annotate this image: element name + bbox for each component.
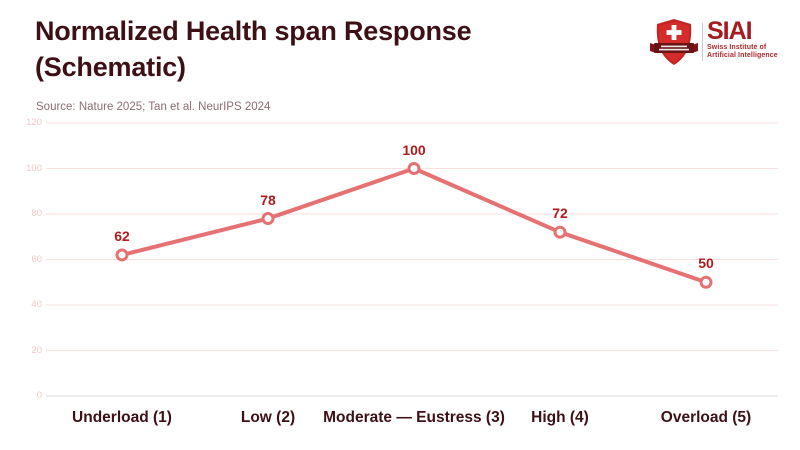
logo-subtitle-line1: Swiss Institute of bbox=[707, 44, 767, 51]
x-axis-category-label: Moderate — Eustress (3) bbox=[323, 409, 505, 426]
logo-divider bbox=[702, 23, 703, 61]
y-axis-tick-label: 20 bbox=[31, 344, 42, 356]
y-axis-tick-label: 80 bbox=[31, 208, 42, 219]
data-point-label: 72 bbox=[552, 205, 568, 222]
logo-text-block: SIAI Swiss Institute of Artificial Intel… bbox=[707, 16, 778, 60]
x-axis-category-label: High (4) bbox=[531, 409, 589, 426]
x-axis-category-label: Low (2) bbox=[240, 409, 296, 426]
data-point-label: 50 bbox=[698, 255, 714, 272]
logo-acronym: SIAI bbox=[707, 17, 753, 45]
page-title: Normalized Health span Response (Schemat… bbox=[35, 16, 472, 82]
data-point-label: 62 bbox=[114, 227, 130, 244]
y-axis-tick-label: 40 bbox=[31, 299, 42, 310]
x-axis-category-label: Underload (1) bbox=[72, 409, 172, 426]
logo-subtitle-line2: Artificial Intelligence bbox=[707, 52, 778, 60]
x-axis-category-label: Overload (5) bbox=[660, 409, 752, 426]
siai-logo: SIAI Swiss Institute of Artificial Intel… bbox=[648, 16, 778, 68]
y-axis-tick-label: 60 bbox=[31, 253, 42, 265]
data-point-label: 78 bbox=[260, 191, 276, 208]
source-caption: Source: Nature 2025; Tan et al. NeurIPS … bbox=[36, 101, 271, 113]
swiss-shield-icon bbox=[648, 16, 700, 68]
y-axis-tick-label: 120 bbox=[26, 117, 42, 128]
y-axis-tick-label: 0 bbox=[36, 390, 42, 401]
data-point-label: 100 bbox=[402, 141, 426, 158]
y-axis-tick-label: 100 bbox=[26, 162, 42, 174]
